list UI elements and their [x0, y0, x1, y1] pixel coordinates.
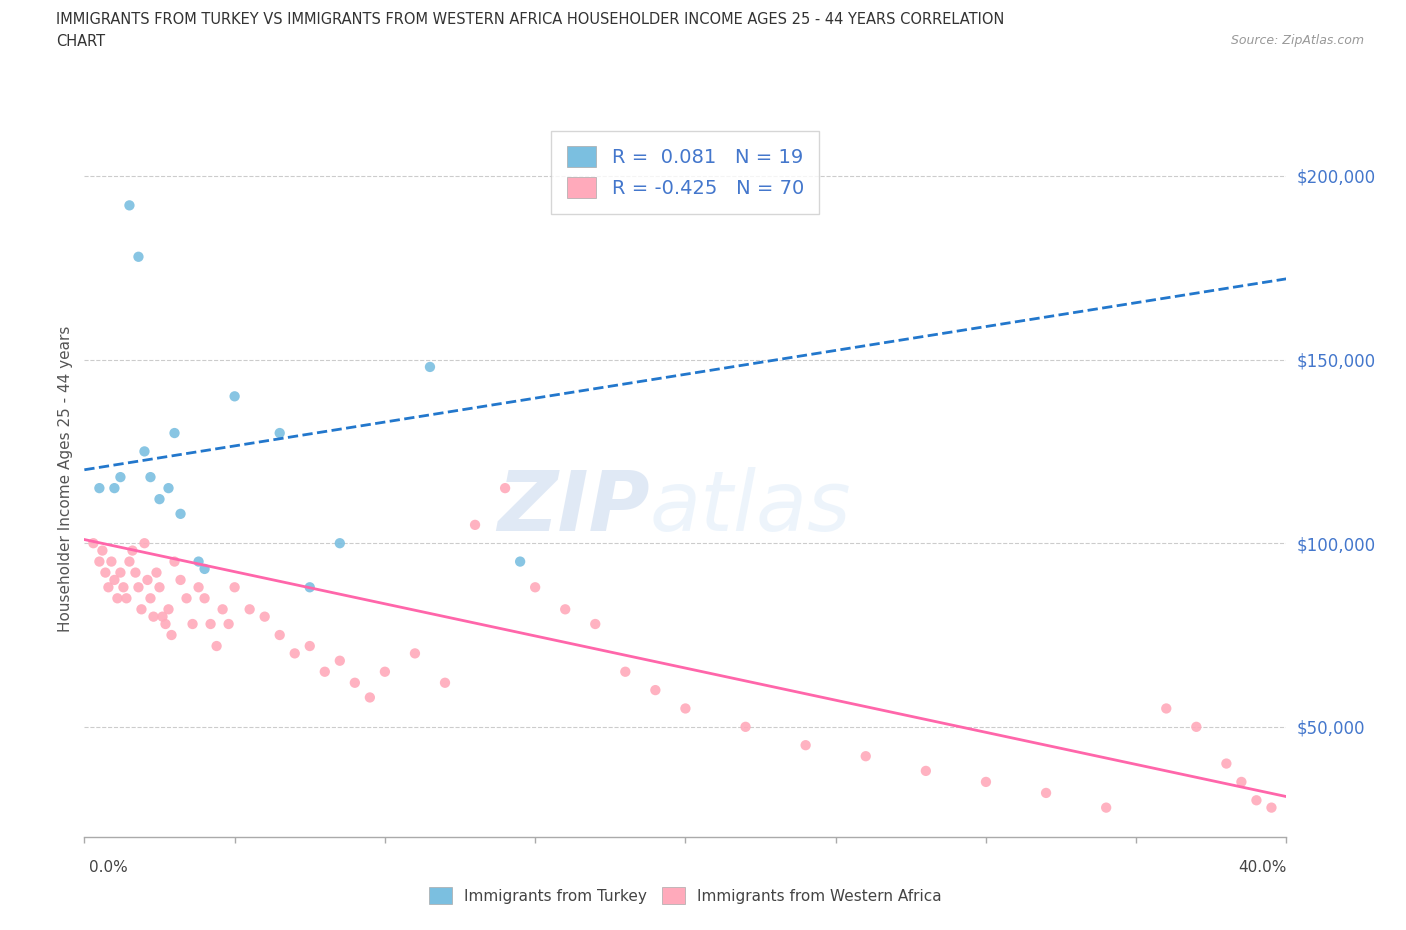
Point: [218, 617, 240, 631]
Point: [1230, 775, 1253, 790]
Point: [374, 664, 396, 679]
Point: [1215, 756, 1237, 771]
Point: [269, 426, 291, 441]
Point: [148, 579, 170, 594]
Point: [915, 764, 938, 778]
Point: [329, 653, 352, 668]
Text: Source: ZipAtlas.com: Source: ZipAtlas.com: [1230, 34, 1364, 47]
Point: [194, 591, 217, 605]
Point: [1185, 720, 1208, 735]
Point: [134, 536, 156, 551]
Point: [298, 639, 321, 654]
Point: [82, 536, 104, 551]
Point: [194, 562, 217, 577]
Point: [121, 543, 143, 558]
Point: [187, 554, 209, 569]
Point: [163, 426, 186, 441]
Point: [97, 579, 120, 594]
Point: [1095, 800, 1118, 815]
Point: [434, 675, 457, 690]
Point: [205, 639, 228, 654]
Point: [169, 507, 191, 522]
Point: [152, 609, 174, 624]
Point: [155, 617, 177, 631]
Point: [115, 591, 138, 605]
Point: [160, 628, 183, 643]
Point: [1246, 793, 1268, 808]
Point: [253, 609, 276, 624]
Point: [127, 249, 149, 264]
Text: CHART: CHART: [56, 34, 105, 49]
Point: [139, 591, 162, 605]
Point: [157, 481, 180, 496]
Point: [107, 591, 129, 605]
Point: [284, 646, 307, 661]
Point: [142, 609, 165, 624]
Point: [110, 565, 132, 580]
Point: [148, 492, 170, 507]
Text: IMMIGRANTS FROM TURKEY VS IMMIGRANTS FROM WESTERN AFRICA HOUSEHOLDER INCOME AGES: IMMIGRANTS FROM TURKEY VS IMMIGRANTS FRO…: [56, 12, 1005, 27]
Point: [134, 444, 156, 458]
Point: [583, 617, 606, 631]
Point: [794, 737, 817, 752]
Point: [163, 554, 186, 569]
Point: [187, 579, 209, 594]
Point: [239, 602, 262, 617]
Point: [110, 470, 132, 485]
Point: [494, 481, 516, 496]
Point: [509, 554, 531, 569]
Point: [404, 646, 426, 661]
Point: [136, 573, 159, 588]
Point: [644, 683, 666, 698]
Point: [103, 481, 125, 496]
Point: [269, 628, 291, 643]
Point: [1035, 786, 1057, 801]
Point: [329, 536, 352, 551]
Point: [91, 543, 114, 558]
Point: [131, 602, 153, 617]
Point: [94, 565, 117, 580]
Point: [614, 664, 637, 679]
Point: [127, 579, 149, 594]
Point: [974, 775, 997, 790]
Point: [200, 617, 222, 631]
Point: [298, 579, 321, 594]
Point: [100, 554, 122, 569]
Point: [464, 517, 486, 532]
Y-axis label: Householder Income Ages 25 - 44 years: Householder Income Ages 25 - 44 years: [58, 326, 73, 632]
Point: [89, 554, 111, 569]
Point: [1260, 800, 1282, 815]
Point: [211, 602, 233, 617]
Point: [103, 573, 125, 588]
Point: [89, 481, 111, 496]
Point: [139, 470, 162, 485]
Point: [343, 675, 366, 690]
Text: 0.0%: 0.0%: [89, 860, 128, 875]
Point: [734, 720, 756, 735]
Point: [112, 579, 135, 594]
Point: [359, 690, 381, 705]
Point: [314, 664, 336, 679]
Text: ZIP: ZIP: [496, 467, 650, 548]
Point: [224, 579, 246, 594]
Point: [176, 591, 198, 605]
Point: [118, 554, 141, 569]
Point: [118, 198, 141, 213]
Point: [145, 565, 167, 580]
Point: [157, 602, 180, 617]
Point: [181, 617, 204, 631]
Point: [224, 389, 246, 404]
Point: [124, 565, 146, 580]
Point: [419, 360, 441, 375]
Point: [554, 602, 576, 617]
Point: [169, 573, 191, 588]
Point: [675, 701, 697, 716]
Point: [1156, 701, 1178, 716]
Text: atlas: atlas: [650, 467, 851, 548]
Text: 40.0%: 40.0%: [1239, 860, 1286, 875]
Legend: Immigrants from Turkey, Immigrants from Western Africa: Immigrants from Turkey, Immigrants from …: [422, 880, 949, 911]
Point: [855, 749, 877, 764]
Point: [524, 579, 547, 594]
